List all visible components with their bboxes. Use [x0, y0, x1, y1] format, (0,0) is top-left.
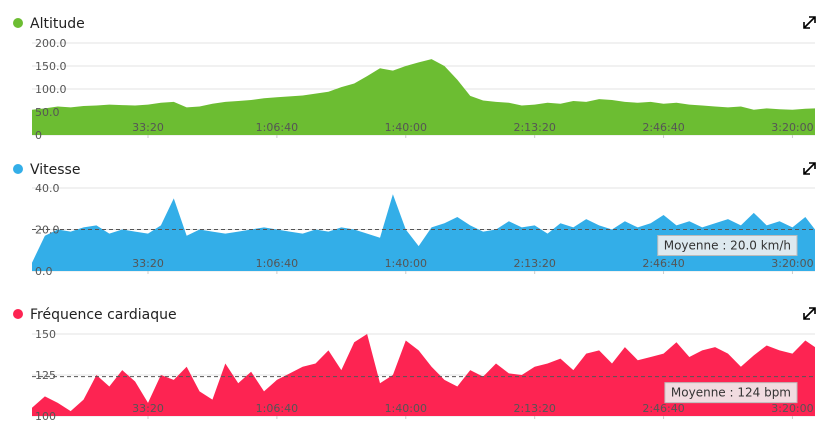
- average-text: Moyenne : 124 bpm: [671, 386, 791, 400]
- x-tick-label: 2:46:40: [642, 257, 684, 270]
- area: [32, 334, 815, 416]
- x-tick-label: 3:20:00: [771, 402, 813, 415]
- legend-dot: [13, 309, 23, 319]
- expand-icon[interactable]: [803, 16, 816, 29]
- x-tick-label: 2:13:20: [513, 257, 555, 270]
- y-tick-label: 50.0: [35, 106, 60, 119]
- x-tick-label: 1:06:40: [256, 402, 298, 415]
- x-tick-label: 3:20:00: [771, 121, 813, 134]
- average-box: [657, 235, 798, 256]
- average-box: [664, 382, 798, 404]
- x-tick-label: 33:20: [132, 121, 164, 134]
- x-tick-label: 3:20:00: [771, 257, 813, 270]
- chart-title: Fréquence cardiaque: [30, 307, 177, 323]
- y-tick-label: 40.0: [35, 182, 60, 195]
- x-tick-label: 1:06:40: [256, 257, 298, 270]
- x-tick-label: 2:13:20: [513, 121, 555, 134]
- average-text: Moyenne : 20.0 km/h: [664, 239, 791, 253]
- average-label: Moyenne : 20.0 km/h: [657, 235, 798, 256]
- y-tick-label: 200.0: [35, 37, 67, 50]
- y-tick-label: 0: [35, 129, 42, 142]
- expand-icon[interactable]: [803, 162, 816, 175]
- x-tick-label: 1:06:40: [256, 121, 298, 134]
- area: [32, 194, 815, 271]
- y-tick-label: 0.0: [35, 265, 53, 278]
- legend-dot: [13, 18, 23, 28]
- x-tick-label: 33:20: [132, 402, 164, 415]
- y-tick-label: 150: [35, 328, 56, 341]
- x-tick-label: 2:46:40: [642, 121, 684, 134]
- expand-icon[interactable]: [803, 307, 816, 320]
- y-tick-label: 150.0: [35, 60, 67, 73]
- x-tick-label: 1:40:00: [385, 402, 427, 415]
- y-tick-label: 125: [35, 369, 56, 382]
- y-tick-label: 100: [35, 410, 56, 423]
- chart-title: Vitesse: [30, 162, 80, 178]
- x-tick-label: 2:13:20: [513, 402, 555, 415]
- chart-title: Altitude: [30, 16, 85, 32]
- average-label: Moyenne : 124 bpm: [664, 382, 798, 404]
- legend-dot: [13, 164, 23, 174]
- x-tick-label: 1:40:00: [385, 257, 427, 270]
- x-tick-label: 33:20: [132, 257, 164, 270]
- x-tick-label: 2:46:40: [642, 402, 684, 415]
- y-tick-label: 100.0: [35, 83, 67, 96]
- area: [32, 59, 815, 135]
- x-tick-label: 1:40:00: [385, 121, 427, 134]
